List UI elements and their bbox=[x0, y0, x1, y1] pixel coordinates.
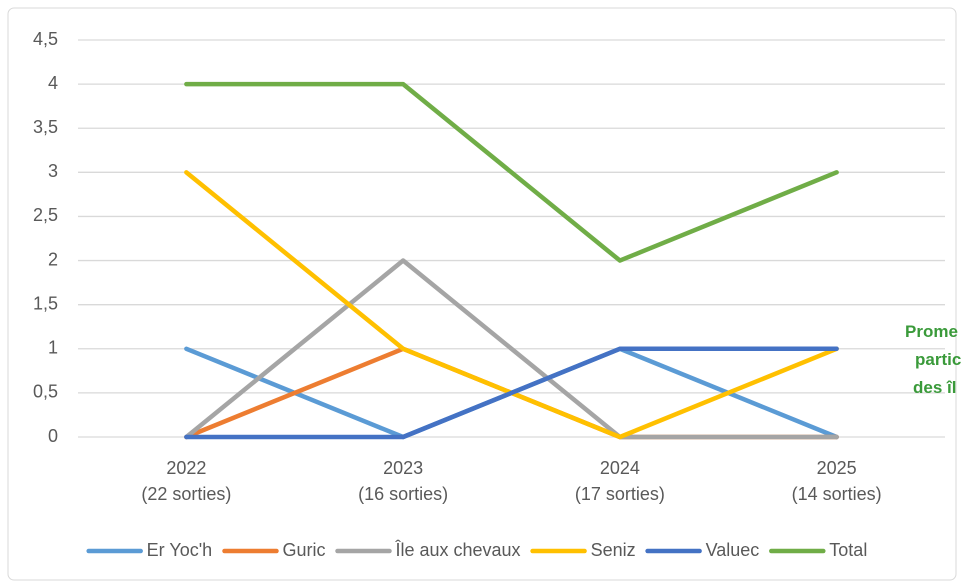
y-tick-label: 4 bbox=[48, 73, 58, 93]
y-tick-label: 3 bbox=[48, 161, 58, 181]
annotation: partic bbox=[915, 350, 962, 369]
y-tick-label: 1,5 bbox=[33, 293, 58, 313]
series-line bbox=[184, 346, 839, 440]
y-tick-label: 0 bbox=[48, 426, 58, 446]
y-tick-label: 1 bbox=[48, 338, 58, 358]
y-tick-label: 3,5 bbox=[33, 117, 58, 137]
y-tick-label: 4,5 bbox=[33, 29, 58, 49]
x-tick-label: 2022 (22 sorties) bbox=[141, 458, 232, 504]
y-tick-label: 2,5 bbox=[33, 205, 58, 225]
legend-label: Total bbox=[829, 540, 867, 560]
annotation: des îl bbox=[913, 378, 957, 397]
x-tick-label: 2024 (17 sorties) bbox=[574, 458, 665, 504]
legend-label: Seniz bbox=[591, 540, 636, 560]
legend-label: Valuec bbox=[706, 540, 760, 560]
y-tick-label: 2 bbox=[48, 249, 58, 269]
series-line bbox=[184, 258, 839, 440]
x-tick-label: 2025 (14 sorties) bbox=[791, 458, 882, 504]
x-tick-label: 2023 (16 sorties) bbox=[358, 458, 449, 504]
annotation: Prome bbox=[905, 322, 958, 341]
y-tick-label: 0,5 bbox=[33, 382, 58, 402]
legend-label: Île aux chevaux bbox=[394, 540, 520, 560]
legend-label: Er Yoc'h bbox=[147, 540, 213, 560]
legend-label: Guric bbox=[282, 540, 325, 560]
series-line bbox=[184, 81, 839, 263]
